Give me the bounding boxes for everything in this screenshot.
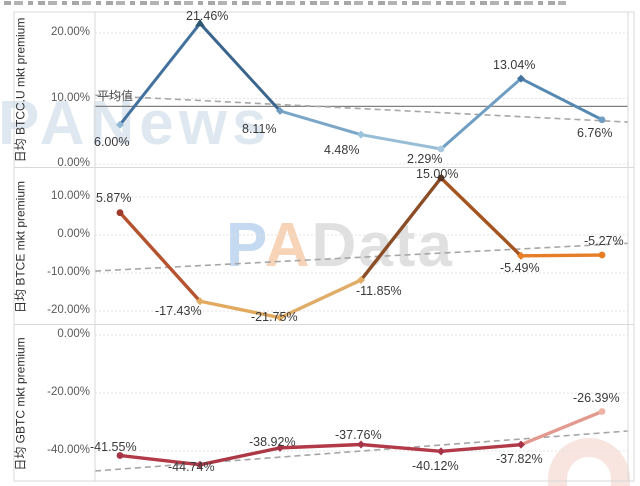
padata-watermark-a: A: [264, 211, 312, 280]
series-line-segment: [439, 442, 523, 454]
series-line-segment: [359, 133, 443, 151]
data-point-marker: [517, 74, 525, 83]
padata-logo-arch-watermark: [548, 438, 630, 486]
y-axis-title: 日均 BTCE mkt premium: [13, 180, 28, 314]
data-point-label: 5.87%: [96, 191, 132, 205]
data-point-marker: [276, 106, 284, 115]
data-point-label: -40.12%: [412, 459, 459, 473]
panews-watermark: PANews: [0, 89, 272, 158]
series-line-segment: [278, 278, 363, 320]
series-line-segment: [278, 442, 363, 450]
data-point-label: 13.04%: [493, 58, 536, 72]
data-point-label: -21.75%: [251, 310, 298, 324]
data-point-marker: [357, 440, 365, 449]
trendline: [94, 94, 629, 123]
y-axis-title: 日均 BTCC.U mkt premium: [13, 17, 28, 163]
data-point-label: -5.27%: [584, 234, 624, 248]
series-line-segment: [198, 299, 282, 320]
data-point-marker: [517, 440, 525, 449]
data-point-label: 21.46%: [186, 9, 229, 23]
series-line-segment: [278, 109, 363, 137]
series-line-segment: [118, 453, 202, 467]
padata-watermark-p: P: [226, 211, 265, 280]
data-point-label: -44.74%: [168, 460, 215, 474]
series-line-segment: [359, 176, 443, 282]
clipped-page-title: [4, 1, 566, 5]
data-point-label: 15.00%: [416, 167, 459, 181]
data-point-label: -41.55%: [90, 440, 137, 454]
data-point-label: -37.76%: [335, 428, 382, 442]
data-point-marker: [598, 116, 606, 124]
data-point-label: 2.29%: [407, 152, 443, 166]
y-axis-tick-label: -10.00%: [47, 266, 90, 278]
series-line-segment: [439, 77, 523, 151]
series-line-segment: [439, 176, 523, 258]
data-point-label: 6.00%: [94, 135, 130, 149]
series-line-segment: [519, 253, 604, 258]
series-line-segment: [359, 442, 443, 454]
average-line-label: 平均值: [97, 89, 134, 103]
data-point-marker: [357, 276, 365, 285]
y-axis-tick-label: 10.00%: [50, 91, 90, 104]
data-point-marker: [195, 18, 205, 27]
data-point-label: -11.85%: [356, 284, 402, 298]
series-line-segment: [198, 446, 282, 467]
padata-watermark: PAData: [226, 210, 454, 281]
padata-watermark-rest: Data: [311, 211, 454, 280]
data-point-label: -17.43%: [155, 304, 202, 318]
y-axis-tick-label: -20.00%: [47, 386, 90, 398]
data-point-marker: [276, 443, 284, 452]
series-line-segment: [118, 21, 202, 127]
data-point-marker: [437, 145, 445, 153]
data-point-marker: [598, 408, 606, 415]
series-line-segment: [198, 21, 282, 113]
data-point-marker: [196, 297, 204, 306]
data-point-label: -5.49%: [500, 261, 540, 275]
y-axis-tick-label: 0.00%: [57, 228, 90, 240]
data-point-marker: [598, 251, 606, 259]
chart-outer-border: [13, 11, 635, 482]
data-point-marker: [437, 447, 445, 456]
series-line-segment: [519, 77, 604, 122]
series-line-segment: [118, 210, 202, 303]
data-point-marker: [437, 174, 445, 182]
data-point-marker: [196, 460, 204, 469]
data-point-marker: [276, 313, 284, 322]
y-axis-tick-label: -20.00%: [47, 304, 90, 316]
y-axis-tick-label: 0.00%: [57, 157, 90, 169]
y-axis-tick-label: 20.00%: [50, 26, 90, 38]
data-point-marker: [357, 130, 365, 139]
data-point-marker: [116, 209, 124, 217]
series-line-segment: [519, 409, 604, 447]
y-axis-tick-label: 10.00%: [50, 190, 90, 202]
data-point-label: -37.82%: [496, 452, 543, 466]
trendline: [94, 242, 629, 272]
data-point-label: 6.76%: [577, 126, 613, 140]
y-axis-tick-label: 0.00%: [57, 328, 90, 340]
data-point-label: -26.39%: [573, 391, 620, 405]
data-point-label: 4.48%: [324, 143, 360, 157]
data-point-marker: [517, 251, 525, 260]
data-point-marker: [116, 452, 124, 459]
y-axis-title: 日均 GBTC mkt premium: [13, 337, 28, 471]
data-point-marker: [116, 120, 124, 129]
y-axis-tick-label: -40.00%: [47, 444, 90, 456]
data-point-label: 8.11%: [242, 122, 277, 136]
data-point-label: -38.92%: [249, 435, 296, 449]
